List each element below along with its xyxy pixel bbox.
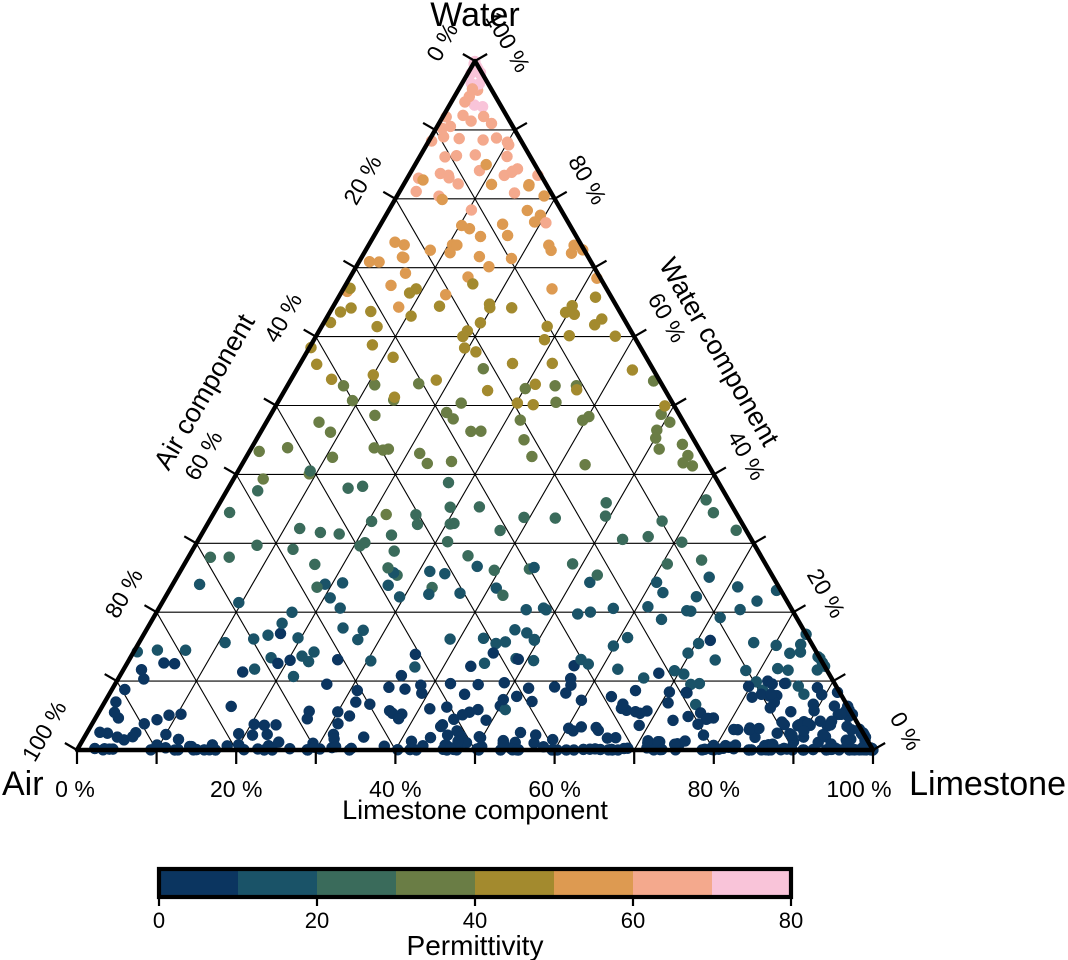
svg-text:20 %: 20 % (210, 776, 262, 802)
svg-text:20 %: 20 % (802, 564, 851, 622)
svg-text:Limestone component: Limestone component (342, 795, 608, 825)
svg-text:0: 0 (153, 908, 165, 933)
svg-text:80: 80 (779, 908, 803, 933)
svg-text:40 %: 40 % (259, 288, 308, 346)
svg-text:20: 20 (305, 908, 329, 933)
svg-text:80 %: 80 % (688, 776, 740, 802)
svg-text:Limestone: Limestone (909, 765, 1066, 803)
svg-text:0 %: 0 % (885, 707, 927, 754)
svg-text:Air: Air (2, 765, 44, 803)
svg-text:100 %: 100 % (826, 776, 891, 802)
svg-text:60: 60 (621, 908, 645, 933)
svg-text:Water: Water (430, 0, 519, 34)
svg-text:Permittivity: Permittivity (407, 930, 544, 960)
svg-text:80 %: 80 % (563, 151, 612, 209)
svg-text:0 %: 0 % (55, 776, 95, 802)
svg-text:80 %: 80 % (99, 564, 148, 622)
svg-text:20 %: 20 % (338, 151, 387, 209)
svg-text:100 %: 100 % (17, 696, 72, 765)
